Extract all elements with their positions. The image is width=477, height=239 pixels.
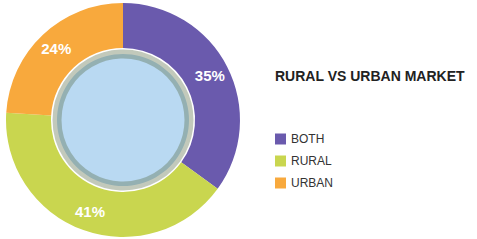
svg-text:BOTH: BOTH [291, 132, 324, 146]
svg-text:URBAN: URBAN [291, 176, 333, 190]
svg-text:24%: 24% [41, 40, 71, 57]
svg-text:RURAL: RURAL [291, 154, 332, 168]
svg-text:RURAL VS URBAN MARKET: RURAL VS URBAN MARKET [275, 68, 465, 84]
svg-text:41%: 41% [75, 203, 105, 220]
svg-text:35%: 35% [195, 67, 225, 84]
